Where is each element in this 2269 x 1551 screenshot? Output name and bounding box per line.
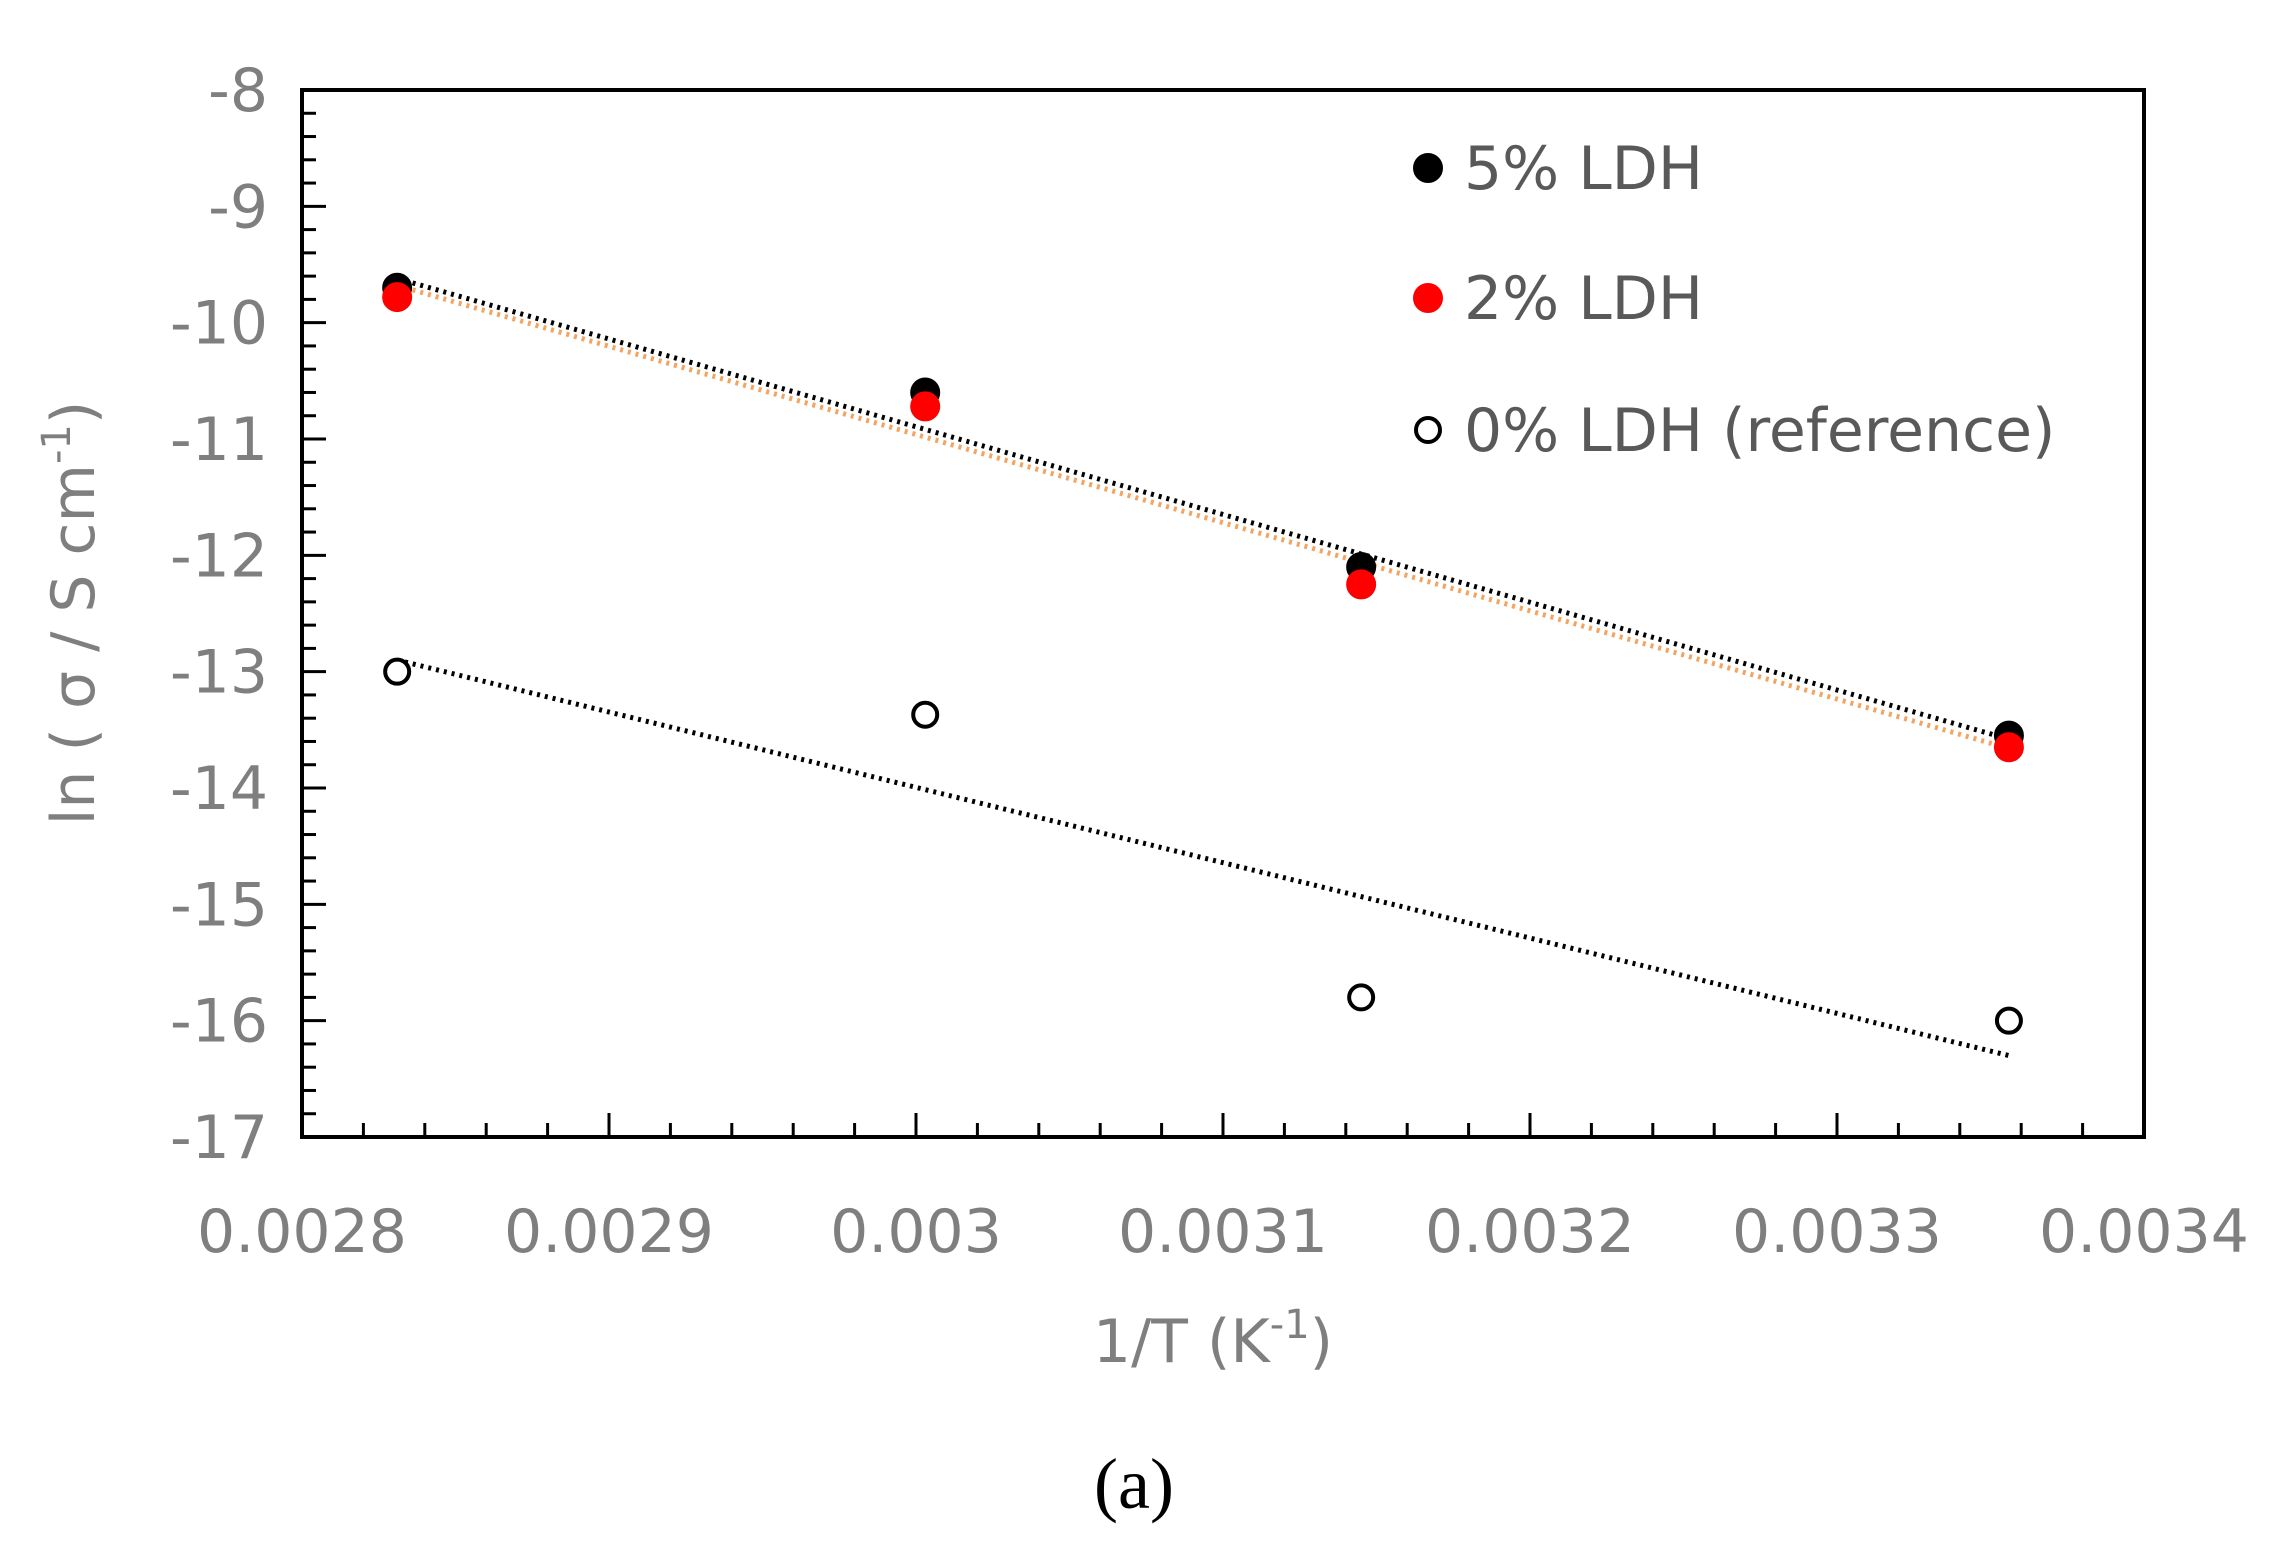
data-point-series-3 <box>383 657 412 686</box>
y-axis-title: ln ( σ / S cm-1) <box>34 401 109 826</box>
x-tick-label: 0.0033 <box>1732 1197 1942 1267</box>
y-tick-label: -14 <box>170 754 268 824</box>
x-axis-title-end: ) <box>1310 1307 1333 1377</box>
data-point-series-3 <box>1994 1006 2023 1035</box>
legend-marker <box>1413 153 1443 183</box>
data-point-series-2 <box>1346 569 1377 600</box>
plot-area <box>300 88 2146 1139</box>
legend: 5% LDH 2% LDH 0% LDH (reference) <box>1413 134 2055 466</box>
data-point-series-2 <box>910 391 941 422</box>
data-point-series-2 <box>1993 732 2024 763</box>
legend-label: 5% LDH <box>1464 134 1703 204</box>
x-tick-label: 0.0028 <box>197 1197 407 1267</box>
x-axis-title-superscript: -1 <box>1270 1302 1310 1348</box>
legend-marker <box>1414 416 1442 444</box>
x-tick-label: 0.0032 <box>1425 1197 1635 1267</box>
x-tick-label: 0.0034 <box>2039 1197 2249 1267</box>
data-point-series-3 <box>1347 983 1376 1012</box>
data-point-series-3 <box>911 700 940 729</box>
legend-label: 0% LDH (reference) <box>1464 396 2055 466</box>
x-tick-label: 0.0031 <box>1118 1197 1328 1267</box>
y-tick-labels: -8 -9 -10 -11 -12 -13 -14 -15 -16 -17 <box>170 56 268 1173</box>
y-tick-label: -16 <box>170 987 268 1057</box>
x-tick-labels: 0.0028 0.0029 0.003 0.0031 0.0032 0.0033 0.003… <box>197 1197 2249 1267</box>
y-tick-label: -15 <box>170 870 268 940</box>
y-tick-label: -11 <box>170 405 268 475</box>
y-tick-label: -9 <box>208 172 268 242</box>
x-axis-title: 1/T (K-1) <box>1093 1302 1333 1377</box>
legend-marker <box>1413 283 1443 313</box>
y-tick-label: -8 <box>208 56 268 126</box>
y-axis-title-end: ) <box>39 401 109 424</box>
y-tick-label: -13 <box>170 638 268 708</box>
legend-label: 2% LDH <box>1464 264 1703 334</box>
minor-ticks <box>302 111 2085 1137</box>
y-tick-label: -17 <box>170 1103 268 1173</box>
x-tick-label: 0.003 <box>830 1197 1002 1267</box>
y-tick-label: -10 <box>170 289 268 359</box>
y-tick-label: -12 <box>170 521 268 591</box>
data-points <box>382 272 2024 1035</box>
x-tick-label: 0.0029 <box>504 1197 714 1267</box>
y-axis-title-superscript: -1 <box>34 424 80 464</box>
x-axis-title-main: 1/T (K <box>1093 1307 1272 1377</box>
y-axis-title-main: ln ( σ / S cm <box>39 464 109 825</box>
figure-caption: (a) <box>1094 1444 1174 1524</box>
data-point-series-2 <box>382 282 413 313</box>
